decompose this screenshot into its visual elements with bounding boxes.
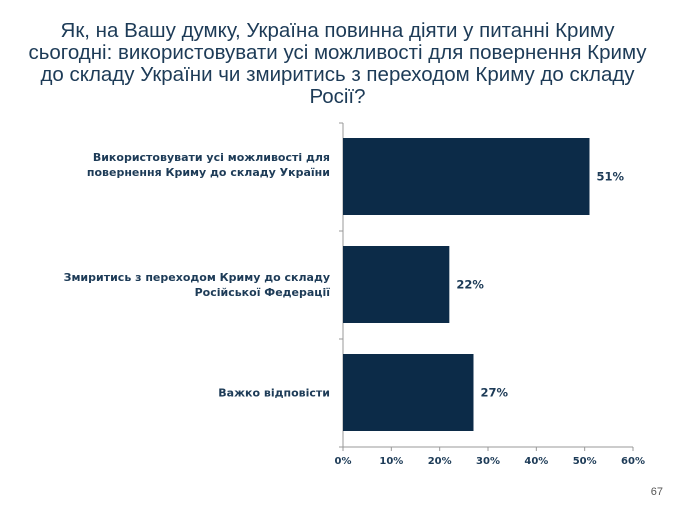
data-label: 22% (456, 278, 484, 292)
bar (343, 354, 474, 431)
category-label: Російської Федерації (195, 286, 331, 299)
x-tick-label: 10% (379, 456, 403, 467)
x-tick-label: 30% (476, 456, 500, 467)
category-label: повернення Криму до складу України (87, 166, 330, 179)
category-label: Використовувати усі можливості для (93, 151, 330, 164)
category-label: Змиритись з переходом Криму до складу (64, 271, 330, 284)
x-tick-label: 20% (428, 456, 452, 467)
data-label: 27% (481, 386, 509, 400)
x-tick-label: 60% (621, 456, 645, 467)
x-tick-label: 50% (573, 456, 597, 467)
data-label: 51% (597, 170, 625, 184)
x-tick-label: 40% (524, 456, 548, 467)
category-label: Важко відповісти (218, 387, 330, 400)
bar (343, 138, 590, 215)
bar (343, 246, 450, 323)
x-tick-label: 0% (335, 456, 352, 467)
chart-title: Як, на Вашу думку, Україна повинна діяти… (28, 19, 647, 108)
page-number: 67 (650, 486, 663, 498)
